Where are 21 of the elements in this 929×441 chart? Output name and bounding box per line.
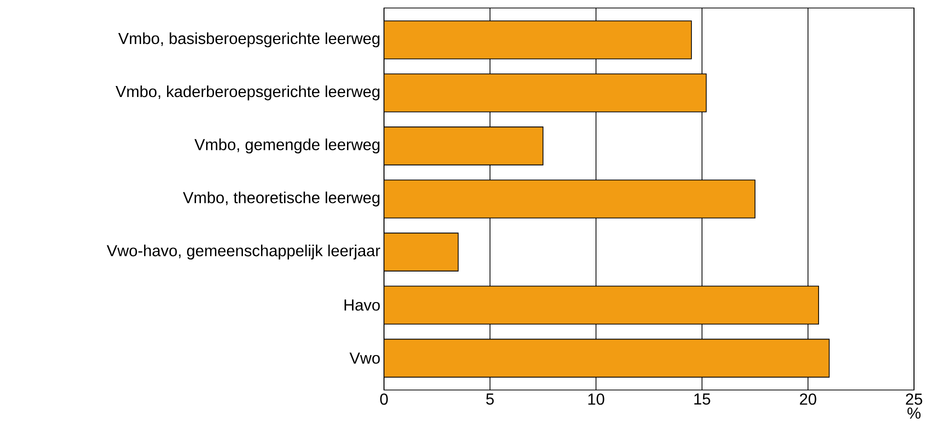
x-tick-label: 10 (588, 394, 604, 405)
x-tick-label: 20 (800, 394, 816, 405)
y-tick-label: Vmbo, basisberoepsgerichte leerweg (118, 32, 380, 48)
y-tick-label: Vwo-havo, gemeenschappelijk leerjaar (106, 244, 380, 260)
y-tick-label: Vwo (350, 352, 380, 364)
bar (384, 286, 820, 325)
x-axis-title: % (907, 408, 921, 419)
bar (384, 338, 830, 378)
bar (384, 74, 707, 112)
x-tick-label: 0 (380, 394, 388, 405)
y-tick-label: Havo (344, 300, 380, 311)
x-tick-label: 5 (486, 394, 494, 405)
bar (384, 126, 544, 166)
bar (384, 232, 459, 272)
x-tick-label: 25 (906, 394, 922, 405)
y-tick-label: Vmbo, kaderberoepsgerichte leerweg (116, 85, 380, 100)
bar (384, 180, 756, 218)
y-tick-label: Vmbo, gemengde leerweg (194, 138, 380, 154)
bar (384, 20, 692, 60)
y-tick-label: Vmbo, theoretische leerweg (182, 192, 380, 206)
x-tick-label: 15 (694, 394, 710, 405)
